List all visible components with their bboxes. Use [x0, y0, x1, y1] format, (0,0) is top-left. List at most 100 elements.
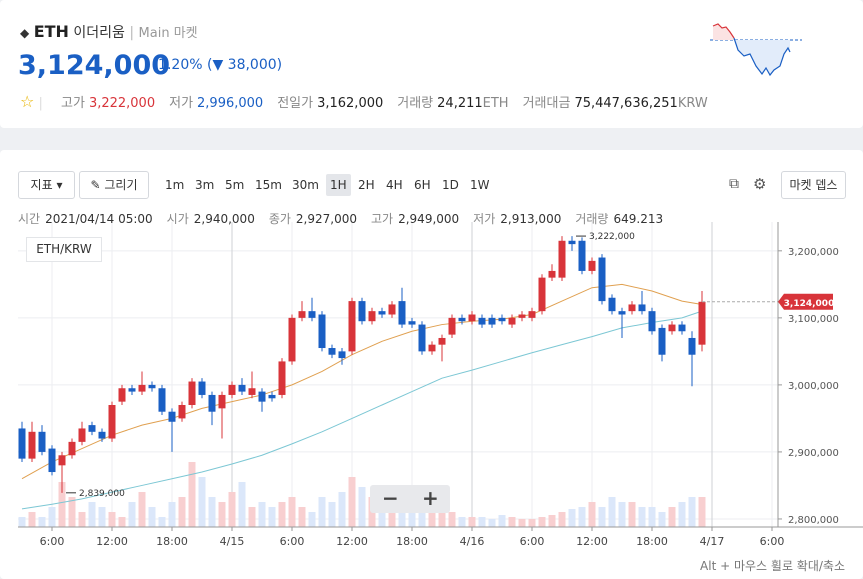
info-value: 2,949,000 [398, 212, 460, 226]
y-tick-label: 2,800,000 [788, 515, 839, 526]
favorite-star[interactable]: ☆ [20, 92, 35, 111]
candle-body [128, 388, 136, 392]
candle-body [528, 311, 536, 318]
zoom-in[interactable]: + [422, 486, 439, 510]
info-value: 2,913,000 [500, 212, 562, 226]
x-tick-label: 6:00 [280, 535, 305, 548]
info-label: 시간 [18, 212, 41, 226]
candle-body [508, 317, 516, 325]
candle-body [248, 388, 256, 395]
zoom-out[interactable]: − [382, 486, 399, 510]
volume-bar [498, 515, 506, 527]
volume-bar [278, 502, 286, 527]
stat-unit: ETH [482, 96, 509, 111]
popout-icon[interactable]: ⧉ [729, 176, 739, 192]
stat: 전일가 3,162,000 [277, 96, 383, 111]
volume-bar [468, 517, 476, 527]
interval-button[interactable]: 3m [195, 178, 215, 192]
interval-button[interactable]: 1W [470, 178, 490, 192]
candle-body [368, 311, 376, 322]
info-value: 2,927,000 [295, 212, 357, 226]
volume-bar [148, 507, 156, 527]
candle-body [168, 411, 176, 422]
candle-body [428, 344, 436, 352]
info-label: 시가 [166, 212, 189, 226]
draw-button[interactable]: ✎ 그리기 [79, 171, 149, 199]
candle-body [18, 428, 26, 459]
candle-body [408, 321, 416, 325]
interval-button[interactable]: 6H [414, 178, 431, 192]
stat-value: 3,162,000 [317, 96, 384, 111]
interval-button[interactable]: 5m [225, 178, 245, 192]
interval-button[interactable]: 1H [326, 174, 351, 196]
indicator-button[interactable]: 지표 ▾ [18, 171, 75, 199]
volume-bar [658, 512, 666, 527]
moving-average [21, 310, 703, 510]
stat-label: 전일가 [277, 96, 314, 111]
candle-body [108, 405, 116, 439]
stat-value: 3,222,000 [88, 96, 156, 111]
x-tick-label: 12:00 [336, 535, 368, 548]
candle-body [358, 301, 366, 322]
candle-body [28, 431, 36, 459]
stat: 고가 3,222,000 [61, 96, 155, 111]
x-tick-label: 18:00 [396, 535, 428, 548]
interval-button[interactable]: 2H [358, 178, 375, 192]
volume-bar [548, 515, 556, 527]
candle-body [458, 317, 466, 322]
info-item: 거래량 649.213 [575, 212, 663, 226]
stat-value: 24,211 [437, 96, 483, 111]
moving-average [21, 283, 703, 480]
ticker-card: ◆ ETH 이더리움 | Main 마켓 3,124,000 -1.20% (▼… [0, 0, 863, 128]
stat-label: 거래대금 [522, 96, 571, 111]
candle-body [178, 405, 186, 419]
candle-body [118, 388, 126, 402]
volume-bar [48, 507, 56, 527]
mini-chart [710, 23, 802, 77]
annotation-label: 3,222,000 [589, 232, 635, 242]
stat: 저가 2,996,000 [169, 96, 263, 111]
stat-label: 저가 [169, 96, 194, 111]
candle-body [208, 394, 216, 412]
interval-button[interactable]: 1D [442, 178, 459, 192]
volume-bar [578, 507, 586, 527]
interval-button[interactable]: 4H [386, 178, 403, 192]
x-tick-label: 4/15 [220, 535, 245, 548]
volume-bar [308, 512, 316, 527]
candle-body [158, 388, 166, 412]
depth-button[interactable]: 마켓 뎁스 [781, 171, 846, 199]
candle-body [188, 381, 196, 405]
candle-body [658, 327, 666, 355]
volume-bar [438, 512, 446, 527]
volume-bar [518, 519, 526, 527]
x-tick-label: 6:00 [760, 535, 785, 548]
volume-bar [288, 497, 296, 527]
candle-body [68, 441, 76, 456]
volume-bar [588, 502, 596, 527]
volume-bar [418, 512, 426, 527]
interval-button[interactable]: 15m [255, 178, 282, 192]
stat-value: 75,447,636,251 [574, 96, 678, 111]
candle-body [278, 361, 286, 395]
volume-bar [668, 507, 676, 527]
volume-bar [138, 492, 146, 527]
footer-hint: Alt + 마우스 휠로 확대/축소 [700, 559, 845, 573]
volume-bar [38, 517, 46, 527]
candle-body [288, 317, 296, 362]
candle-body [438, 337, 446, 345]
candle-body [498, 317, 506, 322]
volume-bar [458, 517, 466, 527]
volume-bar [538, 517, 546, 527]
info-value: 2,940,000 [193, 212, 255, 226]
volume-bar [478, 517, 486, 527]
y-tick-label: 3,200,000 [788, 247, 839, 258]
interval-button[interactable]: 30m [292, 178, 319, 192]
x-tick-label: 12:00 [576, 535, 608, 548]
interval-button[interactable]: 1m [165, 178, 185, 192]
volume-bar [98, 507, 106, 527]
candle-body [538, 277, 546, 312]
settings-icon[interactable]: ⚙ [753, 175, 767, 193]
annotation-label: 2,839,000 [79, 489, 125, 499]
volume-bar [388, 502, 396, 527]
candle-body [588, 260, 596, 271]
